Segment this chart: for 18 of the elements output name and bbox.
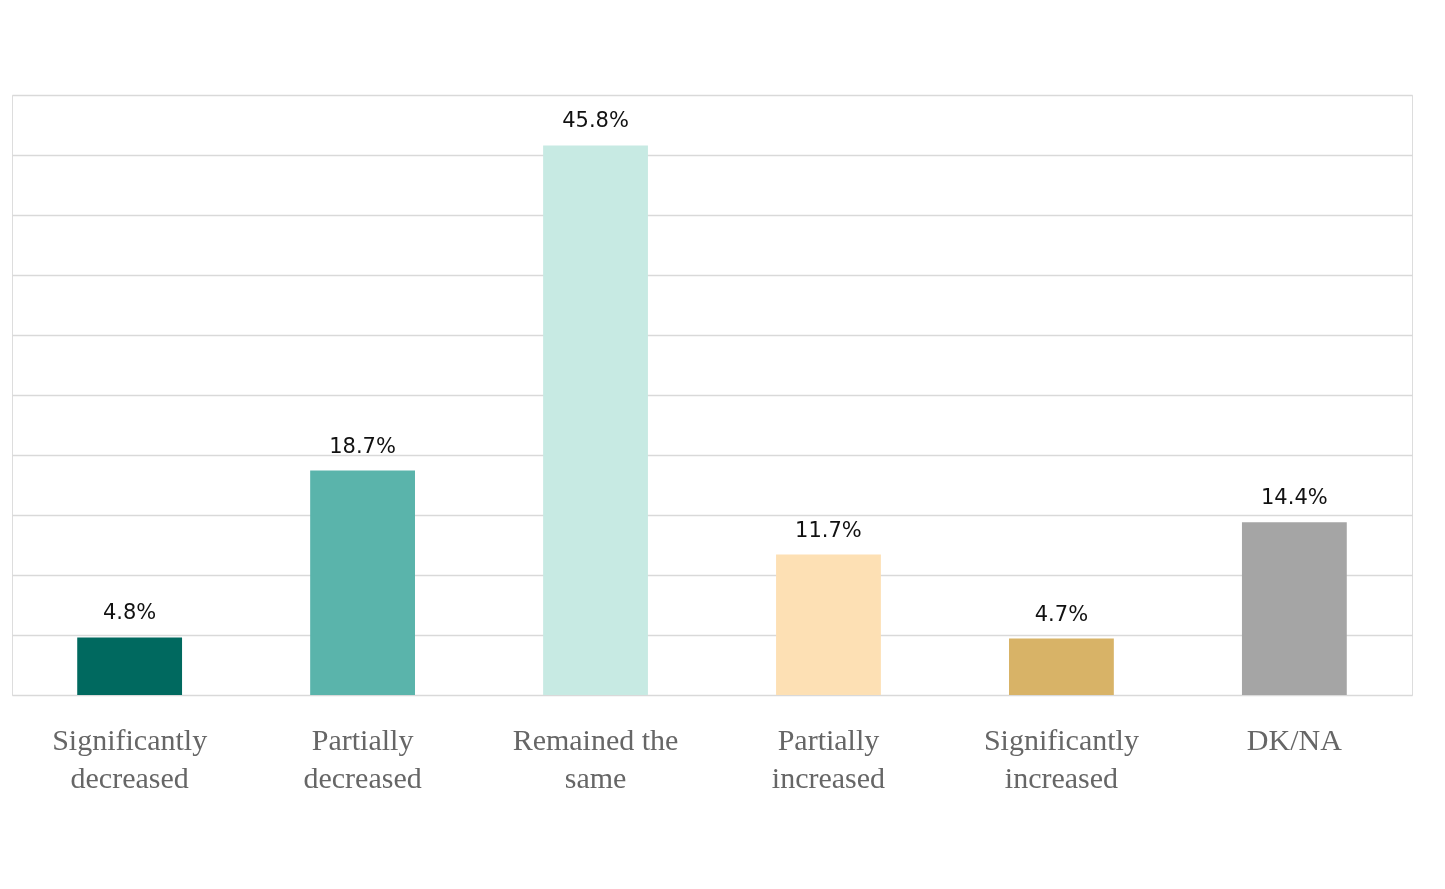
bar [776,554,881,695]
bar [1009,638,1114,695]
data-label: 14.4% [1261,485,1328,510]
data-label: 45.8% [562,108,629,133]
x-tick-label: Significantly decreased [52,722,208,794]
bar [543,145,648,695]
x-tick-label: Significantly increased [983,722,1139,794]
data-label: 4.8% [102,600,157,625]
data-label: 4.7% [1034,601,1089,626]
x-tick-label: Remained the same [512,722,679,794]
x-tick-label: Partially increased [771,722,886,794]
data-label: 18.7% [329,433,396,458]
x-tick-label: Partially decreased [303,722,422,794]
x-tick-label: DK/NA [1246,722,1343,756]
bar [1241,522,1347,695]
data-label: 11.7% [795,517,862,542]
bar [77,637,183,695]
bar [310,470,415,695]
